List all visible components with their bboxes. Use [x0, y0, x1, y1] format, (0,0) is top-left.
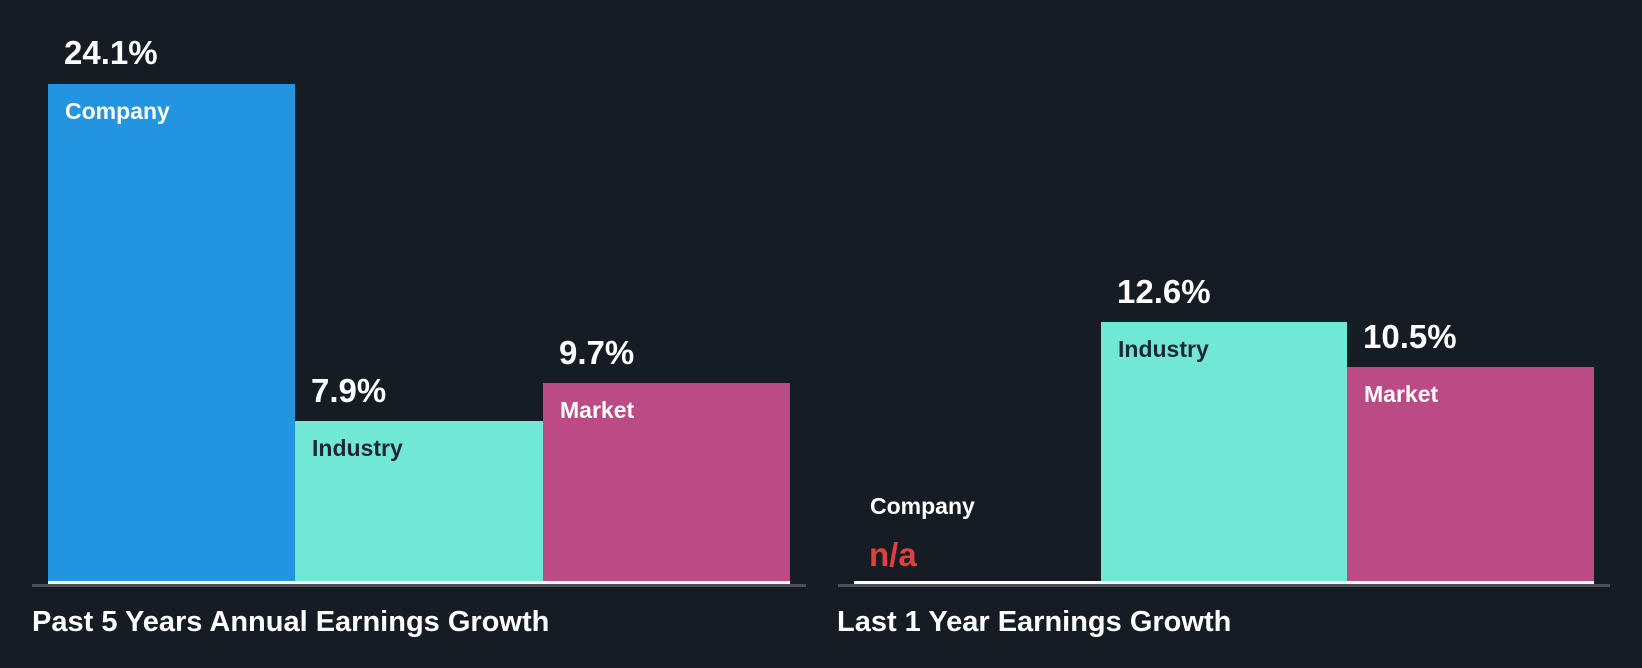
- left-market-label: Market: [560, 397, 635, 423]
- left-industry-value: 7.9%: [311, 372, 387, 409]
- right-company-label: Company: [870, 493, 975, 519]
- left-company-value: 24.1%: [64, 34, 158, 71]
- left-market-bar: Market: [543, 383, 790, 584]
- left-industry-bar: Industry: [295, 421, 543, 584]
- right-industry-bar: Industry: [1101, 322, 1347, 584]
- left-x-axis: [32, 584, 806, 587]
- right-market-label: Market: [1364, 381, 1439, 407]
- right-industry-label: Industry: [1118, 336, 1209, 362]
- right-chart-title: Last 1 Year Earnings Growth: [837, 606, 1232, 638]
- left-baseline: [48, 581, 790, 584]
- right-company-value-na: n/a: [869, 536, 917, 573]
- right-market-bar: Market: [1347, 367, 1594, 584]
- left-company-label: Company: [65, 98, 170, 124]
- right-industry-value: 12.6%: [1117, 273, 1211, 310]
- right-market-value: 10.5%: [1363, 318, 1457, 355]
- left-chart-panel: 24.1% Company 7.9% Industry 9.7% Market …: [32, 34, 806, 638]
- left-company-bar: Company: [48, 84, 295, 584]
- left-market-value: 9.7%: [559, 334, 635, 371]
- left-chart-title: Past 5 Years Annual Earnings Growth: [32, 606, 550, 638]
- left-industry-label: Industry: [312, 435, 403, 461]
- right-x-axis: [838, 584, 1610, 587]
- right-baseline: [854, 581, 1594, 584]
